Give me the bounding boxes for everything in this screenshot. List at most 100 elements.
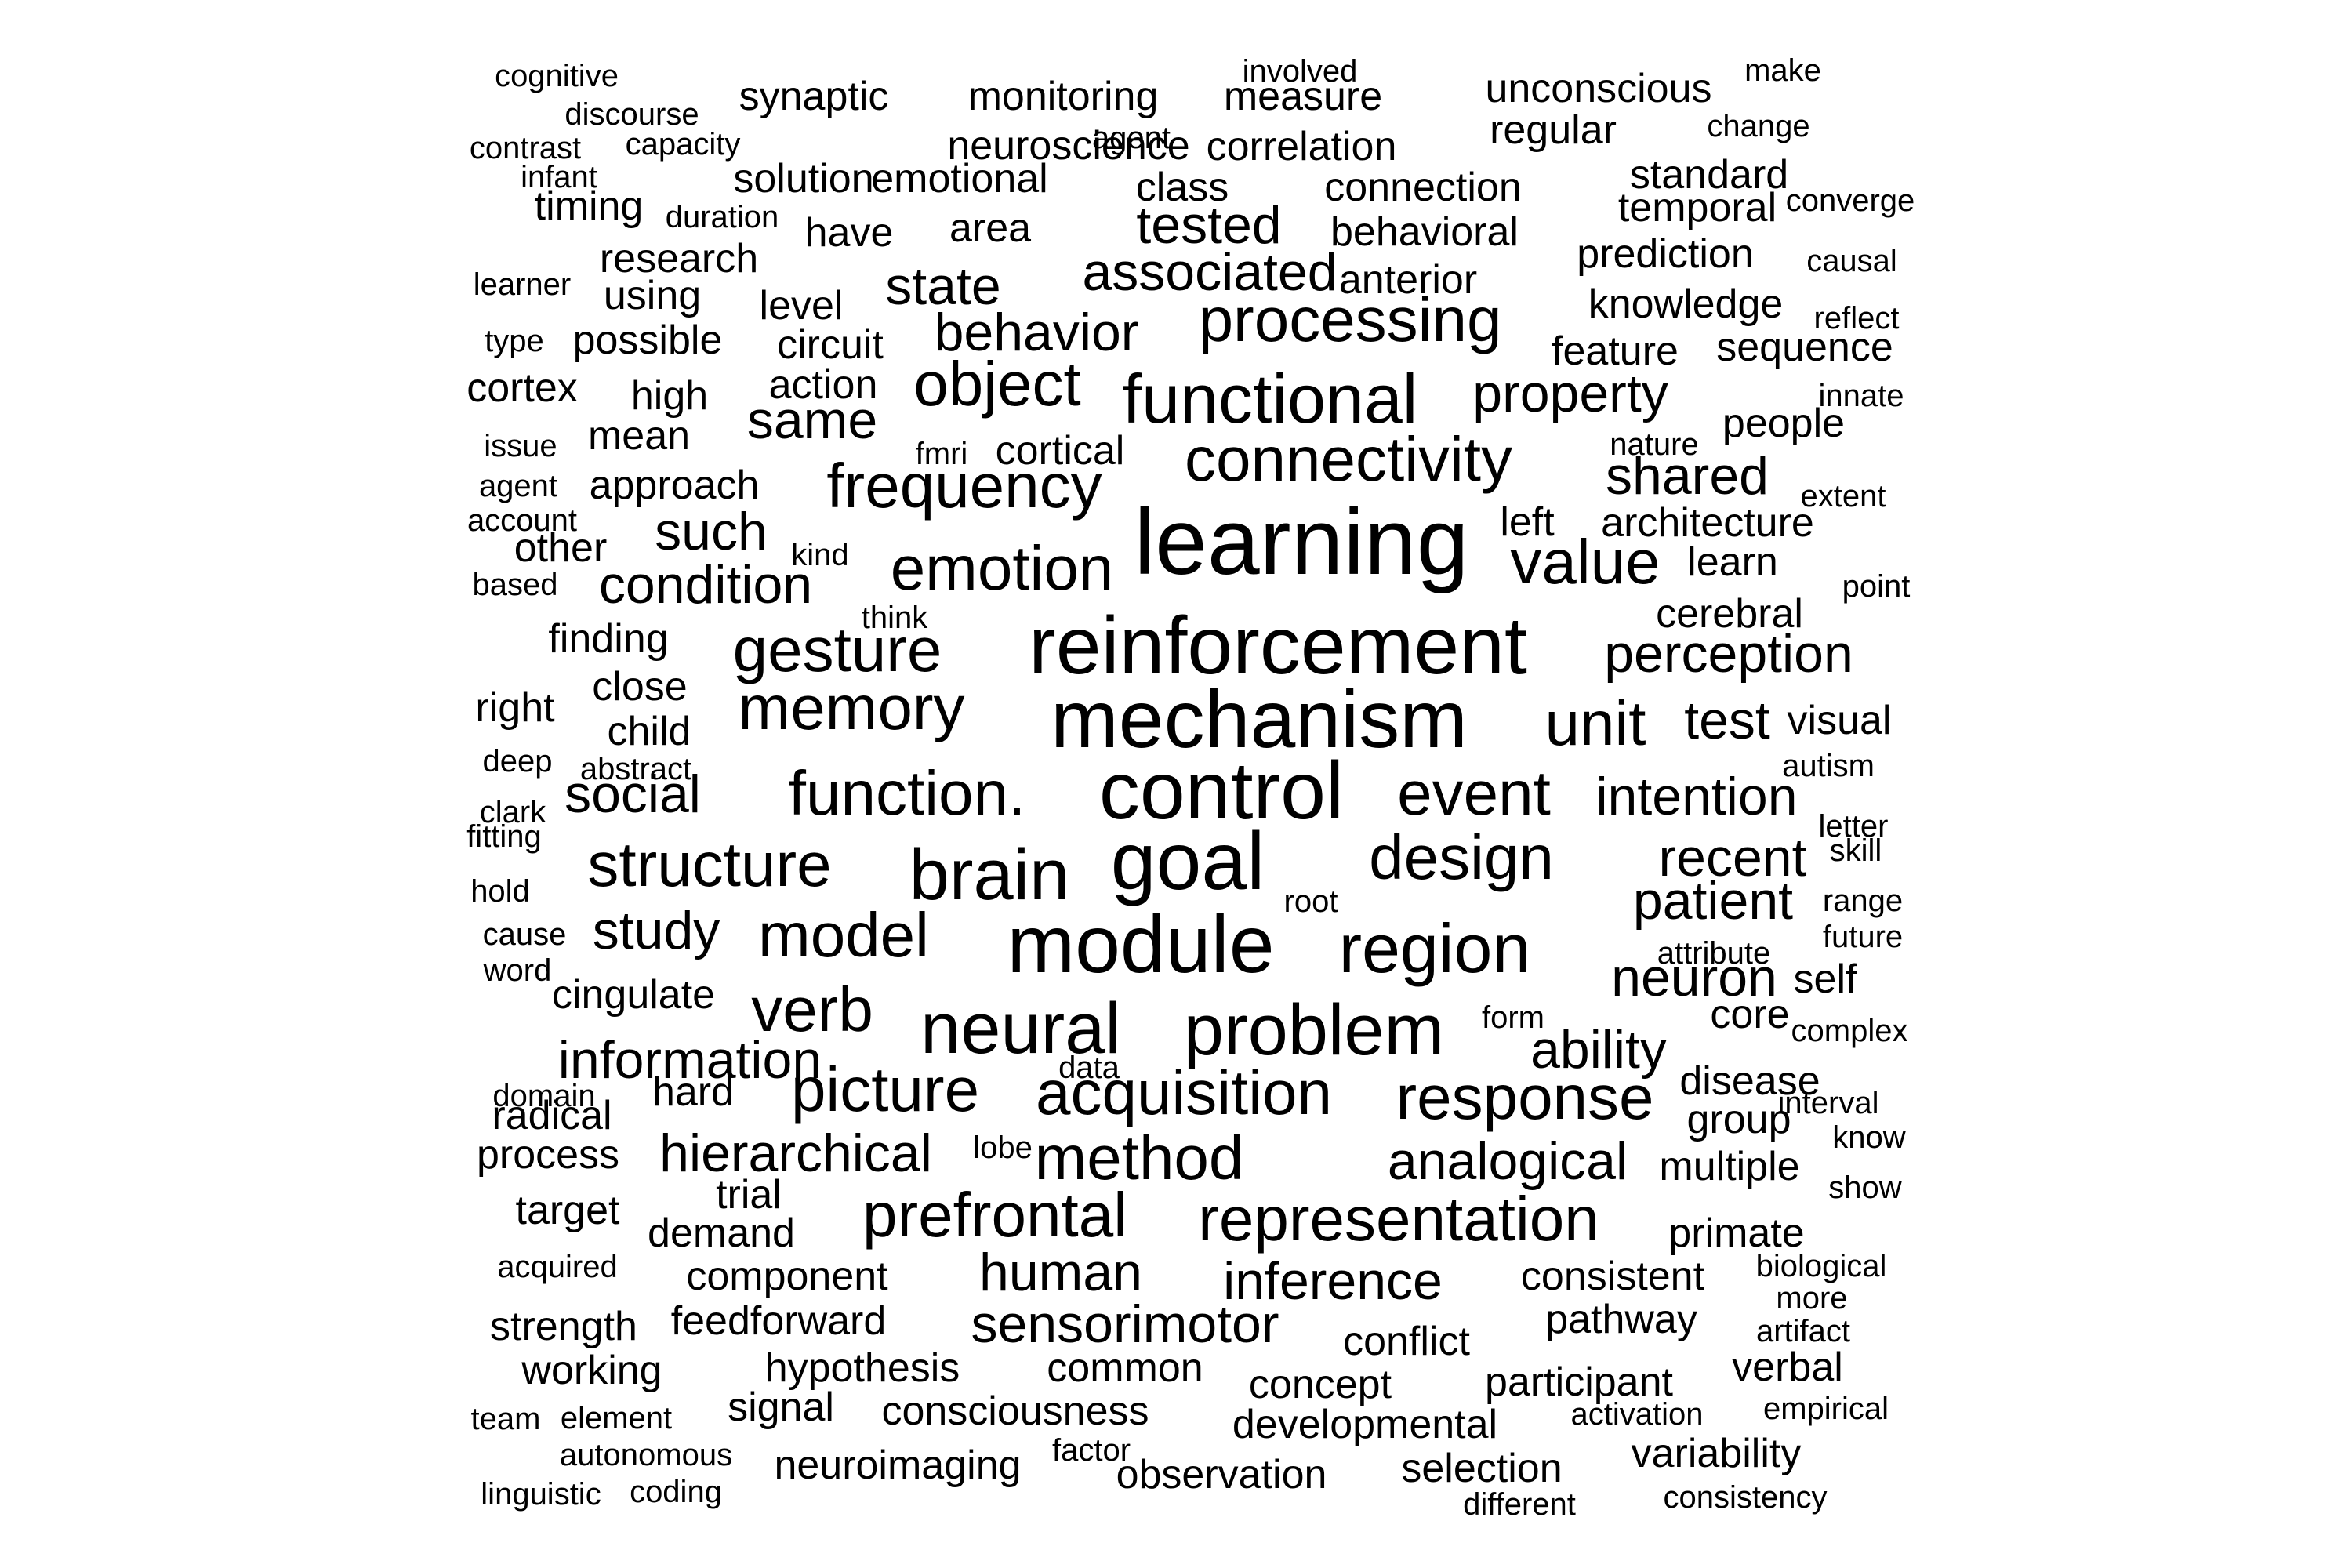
cloud-word: model: [758, 900, 929, 970]
cloud-word: multiple: [1659, 1144, 1799, 1189]
cloud-word: demand: [648, 1210, 795, 1256]
cloud-word: problem: [1184, 990, 1444, 1070]
cloud-word: common: [1047, 1345, 1203, 1391]
cloud-word: design: [1369, 822, 1554, 892]
cloud-word: concept: [1249, 1362, 1392, 1407]
cloud-word: other: [514, 525, 608, 571]
cloud-word: element: [561, 1401, 672, 1436]
cloud-word: kind: [791, 538, 848, 572]
cloud-word: action: [769, 362, 878, 408]
cloud-word: data: [1058, 1051, 1120, 1085]
cloud-word: inference: [1223, 1251, 1443, 1311]
cloud-word: neuroimaging: [774, 1443, 1021, 1488]
cloud-word: contrast: [470, 131, 581, 165]
cloud-word: control: [1099, 746, 1344, 837]
cloud-word: high: [631, 373, 708, 419]
cloud-word: know: [1832, 1120, 1905, 1155]
cloud-word: artifact: [1756, 1314, 1850, 1348]
cloud-word: response: [1396, 1062, 1653, 1132]
cloud-word: activation: [1571, 1397, 1704, 1432]
cloud-word: goal: [1111, 816, 1265, 907]
cloud-word: component: [686, 1254, 888, 1299]
cloud-word: form: [1482, 1000, 1544, 1035]
cloud-word: test: [1684, 691, 1770, 750]
cloud-word: trial: [716, 1172, 782, 1218]
cloud-word: learning: [1134, 489, 1469, 594]
cloud-word: cause: [483, 917, 567, 952]
cloud-word: point: [1842, 569, 1911, 604]
cloud-word: cognitive: [495, 59, 619, 93]
cloud-word: temporal: [1618, 185, 1777, 230]
cloud-word: target: [516, 1188, 621, 1233]
cloud-word: such: [655, 502, 768, 561]
cloud-word: object: [913, 349, 1080, 419]
cloud-word: method: [1035, 1123, 1244, 1192]
cloud-word: using: [604, 273, 701, 318]
cloud-word: event: [1397, 758, 1551, 828]
cloud-word: observation: [1116, 1452, 1327, 1497]
cloud-word: group: [1687, 1097, 1791, 1142]
cloud-word: verb: [751, 975, 873, 1044]
cloud-word: factor: [1052, 1433, 1131, 1468]
cloud-word: conflict: [1343, 1319, 1470, 1364]
cloud-word: mean: [588, 413, 690, 459]
cloud-word: unit: [1545, 688, 1646, 758]
cloud-word: word: [483, 953, 552, 988]
cloud-word: issue: [484, 429, 557, 463]
cloud-word: patient: [1633, 871, 1793, 931]
cloud-word: autonomous: [560, 1438, 732, 1472]
cloud-word: primate: [1668, 1210, 1804, 1256]
cloud-word: biological: [1756, 1249, 1887, 1283]
cloud-word: range: [1823, 884, 1903, 918]
cloud-word: knowledge: [1588, 281, 1784, 327]
cloud-word: coding: [630, 1475, 722, 1509]
cloud-word: connection: [1324, 165, 1522, 210]
cloud-word: class: [1136, 165, 1229, 210]
cloud-word: type: [485, 324, 544, 358]
cloud-word: intention: [1595, 767, 1797, 826]
cloud-word: complex: [1791, 1014, 1908, 1048]
cloud-word: study: [593, 901, 720, 960]
cloud-word: circuit: [777, 322, 884, 368]
cloud-word: social: [564, 764, 701, 824]
cloud-word: emotion: [891, 533, 1114, 603]
cloud-word: consistency: [1664, 1480, 1828, 1515]
cloud-word: make: [1744, 53, 1821, 88]
cloud-word: possible: [573, 318, 723, 363]
cloud-word: ability: [1530, 1020, 1667, 1080]
cloud-word: solution: [733, 156, 873, 201]
cloud-word: prediction: [1577, 231, 1753, 277]
cloud-word: property: [1472, 364, 1668, 423]
cloud-word: brain: [909, 835, 1070, 915]
cloud-word: selection: [1401, 1446, 1562, 1491]
cloud-word: change: [1707, 109, 1809, 143]
cloud-word: reinforcement: [1029, 601, 1527, 691]
cloud-word: people: [1722, 401, 1845, 446]
cloud-word: consistent: [1521, 1254, 1705, 1299]
cloud-word: agent: [1092, 121, 1171, 155]
cloud-word: involved: [1243, 54, 1358, 89]
cloud-word: associated: [1082, 242, 1337, 302]
cloud-word: cortex: [466, 365, 578, 411]
cloud-word: condition: [599, 555, 812, 615]
cloud-word: timing: [535, 183, 644, 229]
cloud-word: synaptic: [739, 74, 889, 119]
cloud-word: show: [1828, 1171, 1901, 1205]
cloud-word: based: [473, 568, 558, 602]
cloud-word: nature: [1610, 427, 1698, 462]
cloud-word: behavior: [935, 303, 1139, 362]
cloud-word: human: [979, 1243, 1142, 1302]
cloud-word: feature: [1552, 328, 1679, 374]
cloud-word: state: [885, 256, 1000, 316]
cloud-word: interval: [1778, 1086, 1879, 1120]
cloud-word: cingulate: [552, 972, 715, 1018]
cloud-word: agent: [479, 469, 557, 503]
cloud-word: pathway: [1545, 1297, 1697, 1342]
cloud-word: reflect: [1814, 301, 1900, 336]
cloud-word: letter: [1819, 809, 1889, 844]
cloud-word: module: [1007, 899, 1274, 990]
word-cloud-words: cognitive involved make discourse synaptic mo…: [466, 53, 1915, 1522]
cloud-word: acquired: [497, 1250, 617, 1284]
cloud-word: abstract: [580, 752, 691, 786]
